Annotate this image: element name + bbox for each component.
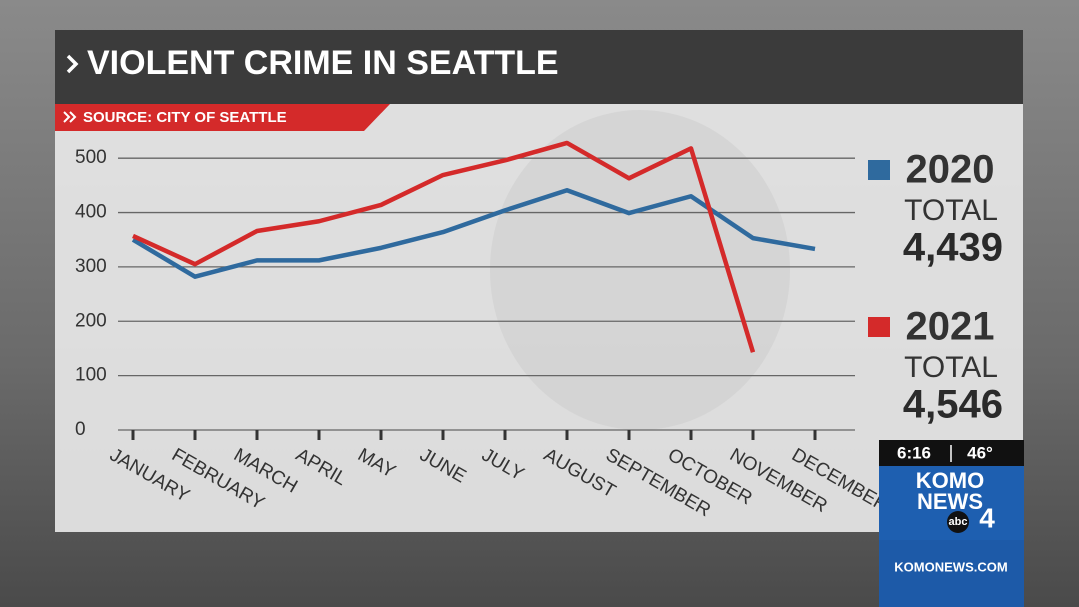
network-badge (947, 511, 969, 533)
network: abc (949, 516, 968, 528)
temperature: 46° (967, 443, 993, 462)
logo: KOMO (916, 468, 984, 493)
source-chevron (63, 111, 77, 123)
legend-swatch (868, 160, 890, 180)
chart-subtitle: SOURCE: CITY OF SEATTLE (83, 109, 287, 126)
y-tick-label: 300 (75, 256, 107, 277)
series-line (132, 140, 756, 353)
y-tick-label: 100 (75, 365, 107, 386)
chart-title: VIOLENT CRIME IN SEATTLE (87, 44, 559, 82)
y-tick-label: 400 (75, 202, 107, 223)
y-tick-label: 0 (75, 419, 86, 440)
title-bar (55, 30, 1023, 104)
y-tick-label: 500 (75, 147, 107, 168)
legend-swatch (868, 317, 890, 337)
total-label: TOTAL (904, 194, 998, 227)
legend-name: 2021 (906, 305, 995, 349)
website-bar (879, 540, 1024, 607)
logo-sub: NEWS (917, 489, 983, 514)
website: KOMONEWS.COM (894, 559, 1007, 574)
total-label: TOTAL (904, 351, 998, 384)
source-banner (55, 104, 390, 131)
y-tick-label: 200 (75, 310, 107, 331)
total-value: 4,546 (903, 383, 1003, 427)
series-line (131, 188, 816, 279)
total-value: 4,439 (903, 226, 1003, 270)
title-chevron (66, 54, 79, 74)
channel: 4 (979, 502, 995, 533)
time: 6:16 (897, 443, 931, 462)
legend-name: 2020 (906, 148, 995, 192)
